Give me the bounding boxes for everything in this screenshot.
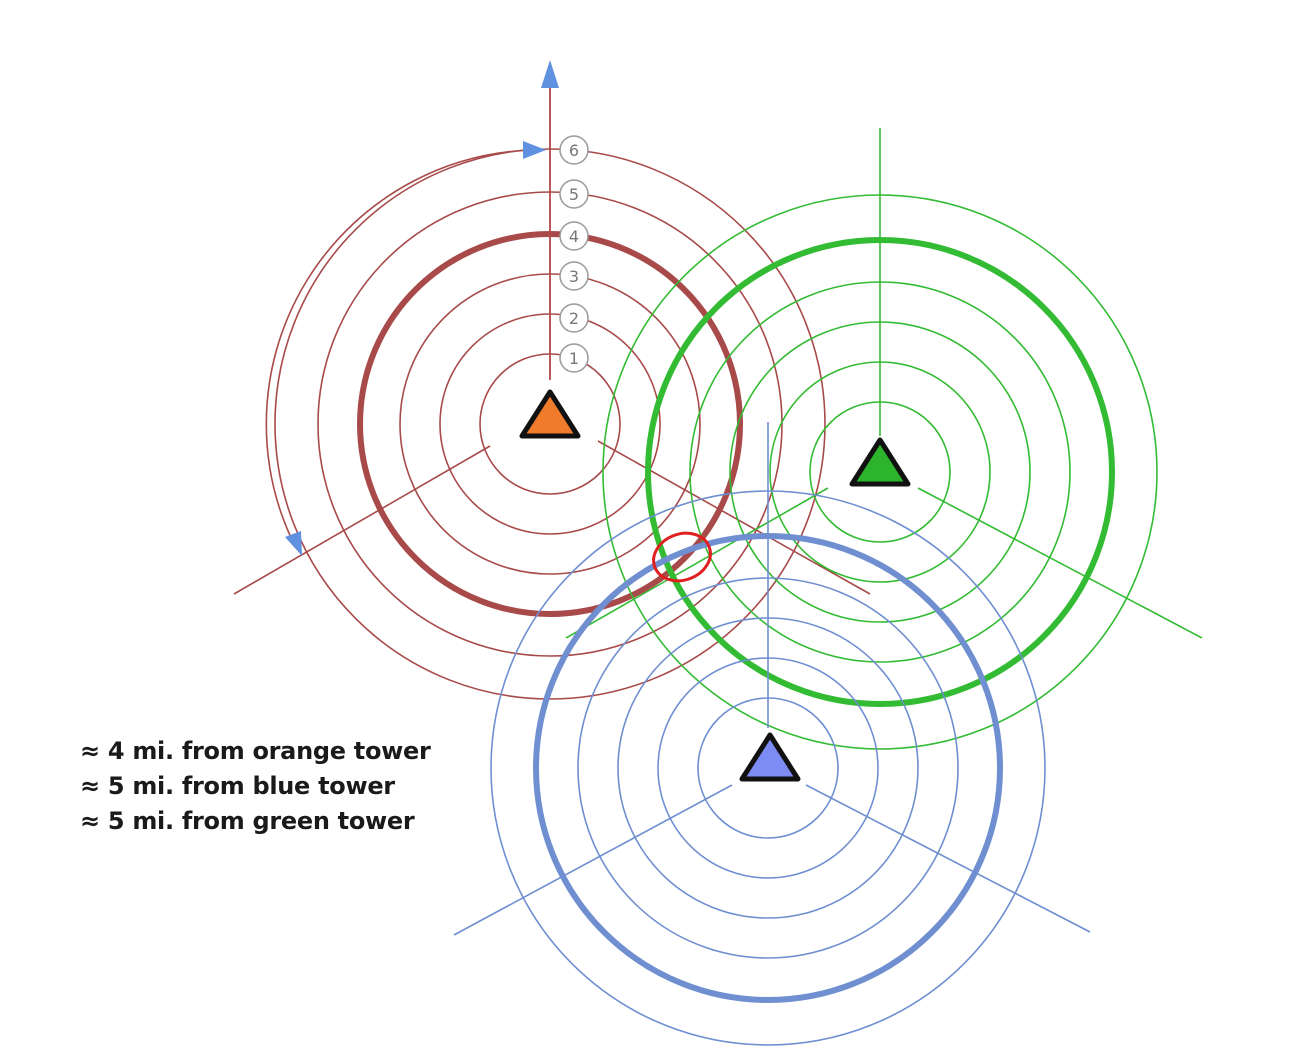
- ring-label-1: 1: [559, 343, 589, 373]
- ring-label-text: 1: [569, 349, 579, 368]
- orange-axis: [265, 60, 559, 556]
- rotation-arrow-bottom-icon: [285, 531, 302, 556]
- ring-label-circle: [559, 343, 589, 373]
- green-spoke-right: [917, 487, 1203, 639]
- ring-label-5: 5: [559, 179, 589, 209]
- blue-ring-4: [577, 577, 959, 959]
- blue-spokes: [453, 422, 1091, 936]
- intersection-marker: [652, 531, 712, 583]
- rotation-arrow-top-icon: [523, 141, 546, 159]
- ring-label-text: 3: [569, 267, 579, 286]
- green-tower-group: [565, 128, 1203, 750]
- green-ring-4: [689, 281, 1071, 663]
- ring-label-2: 2: [559, 303, 589, 333]
- green-ring-1: [809, 401, 951, 543]
- blue-rings: [490, 490, 1046, 1046]
- ring-label-6: 6: [559, 135, 589, 165]
- green-ring-2: [769, 361, 991, 583]
- blue-tower-triangle-icon: [739, 732, 801, 782]
- blue-spoke-left: [453, 784, 733, 936]
- ring-label-circle: [559, 179, 589, 209]
- green-ring-6: [602, 194, 1158, 750]
- blue-ring-2: [657, 657, 879, 879]
- green-ring-3: [729, 321, 1031, 623]
- ring-label-circle: [559, 221, 589, 251]
- green-ring-5-highlighted: [645, 237, 1115, 707]
- ring-labels: 1 2 3 4 5 6: [559, 135, 589, 373]
- ring-label-circle: [559, 261, 589, 291]
- ring-label-text: 2: [569, 309, 579, 328]
- blue-spoke-right: [805, 784, 1091, 933]
- blue-ring-3: [617, 617, 919, 919]
- axis-up-arrow-icon: [541, 60, 559, 88]
- legend-blue-distance: ≈ 5 mi. from blue tower: [80, 772, 395, 800]
- distance-legend: ≈ 4 mi. from orange tower ≈ 5 mi. from b…: [80, 734, 431, 839]
- ring-label-circle: [559, 135, 589, 165]
- ring-label-text: 5: [569, 185, 579, 204]
- ring-label-text: 4: [569, 227, 579, 246]
- rotation-arc: [265, 149, 539, 549]
- orange-spoke-right: [597, 440, 871, 595]
- ring-label-4: 4: [559, 221, 589, 251]
- blue-ring-1: [697, 697, 839, 839]
- legend-green-distance: ≈ 5 mi. from green tower: [80, 807, 415, 835]
- ring-label-circle: [559, 303, 589, 333]
- green-spoke-left: [565, 487, 829, 639]
- orange-spokes: [233, 440, 871, 595]
- ring-label-text: 6: [569, 141, 579, 160]
- green-tower-triangle-icon: [849, 437, 911, 487]
- blue-ring-5-highlighted: [533, 533, 1003, 1003]
- blue-ring-6: [490, 490, 1046, 1046]
- legend-orange-distance: ≈ 4 mi. from orange tower: [80, 737, 431, 765]
- blue-tower-group: [453, 422, 1091, 1046]
- ring-label-3: 3: [559, 261, 589, 291]
- green-rings: [602, 194, 1158, 750]
- orange-spoke-left: [233, 445, 491, 595]
- orange-tower-triangle-icon: [519, 389, 581, 439]
